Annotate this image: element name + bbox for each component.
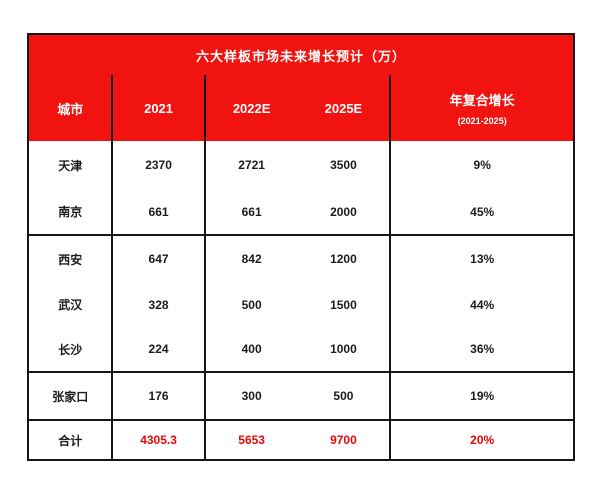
forecast-table: 六大样板市场未来增长预计（万） 城市 2021 2022E 2025E 年复合增…: [27, 33, 575, 461]
col-header-2022e: 2022E: [232, 100, 271, 116]
value-2022e: 2721: [238, 158, 265, 172]
table-row-nanjing: 南京 661 661 2000 45%: [29, 189, 573, 236]
col-header-mid: 2022E 2025E: [203, 75, 390, 141]
total-cagr: 20%: [389, 421, 573, 459]
value-2021: 224: [111, 327, 203, 371]
value-cagr: 45%: [389, 189, 573, 234]
value-cagr: 44%: [389, 282, 573, 327]
column-header-row: 城市 2021 2022E 2025E 年复合增长 (2021-2025): [29, 75, 573, 141]
value-cagr: 19%: [389, 373, 573, 419]
city-cell: 南京: [58, 205, 83, 219]
table-row-total: 合计 4305.3 5653 9700 20%: [29, 421, 573, 459]
total-2025e: 9700: [330, 433, 357, 447]
value-2022e: 500: [241, 297, 262, 312]
col-header-2025e: 2025E: [324, 100, 363, 116]
col-header-2021: 2021: [111, 75, 203, 141]
value-2022e: 842: [241, 252, 262, 266]
value-2021: 647: [111, 236, 203, 282]
table-row-zhangjiakou: 张家口 176 300 500 19%: [29, 373, 573, 421]
value-2025e: 1200: [330, 252, 357, 266]
value-2025e: 2000: [330, 204, 357, 219]
city-cell: 张家口: [52, 389, 89, 404]
cagr-label: 年复合增长: [449, 93, 515, 108]
value-2022e: 300: [241, 389, 262, 403]
total-2021: 4305.3: [111, 421, 203, 459]
table-row-tianjin: 天津 2370 2721 3500 9%: [29, 141, 573, 189]
value-cagr: 13%: [389, 236, 573, 282]
value-cagr: 36%: [389, 327, 573, 371]
value-2025e: 1500: [330, 297, 357, 312]
table-row-wuhan: 武汉 328 500 1500 44%: [29, 282, 573, 327]
value-2022e: 661: [241, 204, 262, 219]
table-row-changsha: 长沙 224 400 1000 36%: [29, 327, 573, 373]
table-title: 六大样板市场未来增长预计（万）: [195, 48, 406, 64]
col-header-cagr: 年复合增长 (2021-2025): [389, 75, 573, 141]
table-header: 六大样板市场未来增长预计（万） 城市 2021 2022E 2025E 年复合增…: [29, 35, 573, 141]
city-cell: 天津: [58, 158, 83, 173]
value-2025e: 3500: [330, 158, 357, 172]
value-2025e: 1000: [330, 342, 357, 356]
value-2021: 661: [111, 189, 203, 234]
city-cell: 西安: [58, 252, 83, 267]
total-label: 合计: [58, 433, 83, 448]
value-2022e: 400: [241, 342, 262, 356]
col-header-city: 城市: [57, 101, 84, 117]
value-2021: 2370: [111, 141, 203, 189]
value-cagr: 9%: [389, 141, 573, 189]
table-row-xian: 西安 647 842 1200 13%: [29, 236, 573, 282]
value-2025e: 500: [333, 389, 354, 403]
city-cell: 武汉: [58, 298, 83, 312]
value-2021: 176: [111, 373, 203, 419]
value-2021: 328: [111, 282, 203, 327]
cagr-period: (2021-2025): [457, 116, 507, 126]
total-2022e: 5653: [238, 433, 265, 447]
city-cell: 长沙: [58, 342, 83, 357]
